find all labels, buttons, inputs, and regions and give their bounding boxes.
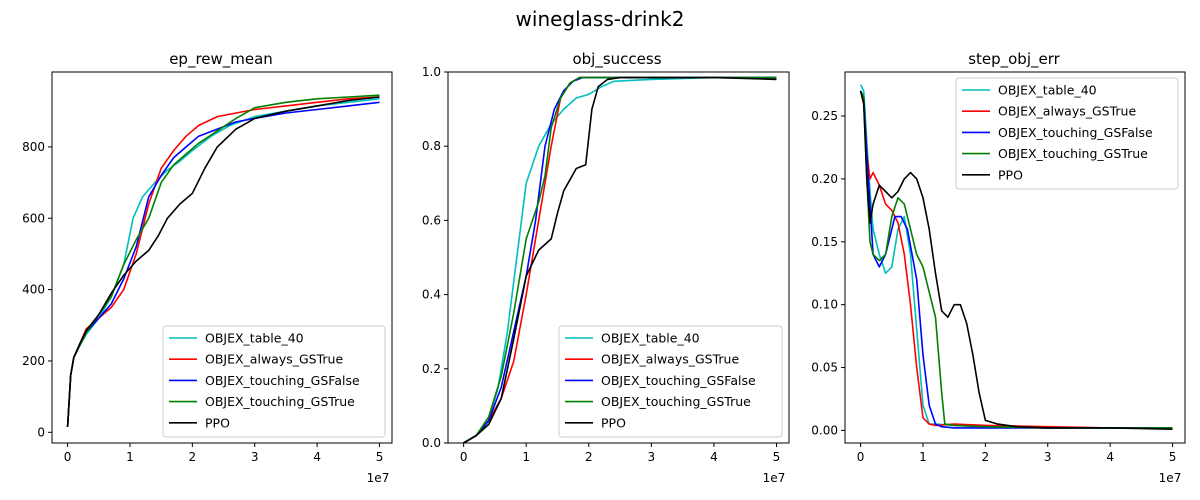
y-tick-label: 200	[22, 354, 45, 368]
legend-box	[955, 77, 1179, 190]
x-tick-label: 3	[251, 450, 259, 464]
y-tick-label: 0.20	[811, 172, 838, 186]
legend-label: OBJEX_table_40	[205, 331, 304, 346]
axes-frame	[844, 71, 1186, 444]
subplot-title: ep_rew_mean	[169, 50, 273, 69]
legend: OBJEX_table_40 OBJEX_always_GSTrue OBJEX_t…	[955, 77, 1179, 190]
legend: OBJEX_table_40 OBJEX_always_GSTrue OBJEX_t…	[558, 325, 783, 438]
legend: OBJEX_table_40 OBJEX_always_GSTrue OBJEX_t…	[162, 325, 386, 438]
subplot-title: obj_success	[572, 50, 661, 69]
x-tick-label: 4	[313, 450, 321, 464]
legend-label: OBJEX_touching_GSFalse	[601, 373, 756, 388]
y-tick-label: 1.0	[422, 65, 441, 79]
y-tick-label: 400	[22, 283, 45, 297]
legend-label: PPO	[998, 167, 1023, 182]
legend-box	[162, 325, 386, 438]
series-line	[859, 90, 1173, 429]
y-tick-label: 0	[37, 425, 45, 439]
x-tick-label: 1	[126, 450, 134, 464]
x-offset-label: 1e7	[367, 471, 390, 485]
x-tick-label: 3	[648, 450, 656, 464]
x-tick-label: 5	[773, 450, 781, 464]
axes-frame	[51, 71, 393, 444]
y-tick-label: 0.10	[811, 298, 838, 312]
y-tick-label: 0.00	[811, 423, 838, 437]
x-tick-label: 0	[460, 450, 468, 464]
subplot-obj-success: obj_success 0 1 2 3 4 5 0.0 0.2 0.4 0.6 0.8 1.0 OBJE…	[422, 50, 790, 485]
subplot-ep-rew-mean: ep_rew_mean 0 1 2 3 4 5 0 200 400 600 800 OBJEX_tab…	[22, 50, 393, 485]
legend-label: OBJEX_always_GSTrue	[998, 104, 1136, 119]
x-tick-label: 2	[189, 450, 197, 464]
x-tick-label: 2	[982, 450, 990, 464]
y-tick-label: 0.8	[422, 139, 441, 153]
x-offset-label: 1e7	[763, 471, 786, 485]
legend-label: PPO	[601, 415, 626, 430]
plot-area: 0 1 2 3 4 50.00.20.40.60.81.0OBJEX_table_40OB…	[422, 65, 790, 464]
legend-label: OBJEX_table_40	[601, 331, 700, 346]
y-tick-label: 0.6	[422, 213, 441, 227]
x-tick-label: 4	[710, 450, 718, 464]
y-tick-label: 800	[22, 140, 45, 154]
legend-label: OBJEX_always_GSTrue	[205, 352, 343, 367]
y-tick-label: 0.2	[422, 362, 441, 376]
x-tick-label: 2	[585, 450, 593, 464]
x-tick-label: 5	[376, 450, 384, 464]
legend-label: OBJEX_touching_GSTrue	[601, 394, 751, 409]
y-tick-label: 0.15	[811, 235, 838, 249]
legend-label: OBJEX_touching_GSTrue	[205, 394, 355, 409]
y-tick-label: 600	[22, 211, 45, 225]
x-tick-label: 0	[857, 450, 865, 464]
legend-label: OBJEX_table_40	[998, 83, 1097, 98]
legend-label: PPO	[205, 415, 230, 430]
y-tick-label: 0.25	[811, 109, 838, 123]
axes-frame	[447, 71, 790, 444]
plot-area: 0 1 2 3 4 5 0 200 400 600 800 OBJEX_table_40 OBJEX_a…	[22, 71, 393, 464]
x-tick-label: 4	[1106, 450, 1114, 464]
x-tick-label: 1	[522, 450, 530, 464]
subplot-title: step_obj_err	[968, 50, 1060, 69]
x-tick-label: 5	[1169, 450, 1177, 464]
y-tick-label: 0.05	[811, 361, 838, 375]
series-line	[66, 96, 380, 427]
legend-label: OBJEX_touching_GSFalse	[998, 125, 1153, 140]
figure-title: wineglass-drink2	[516, 7, 685, 31]
series-line	[859, 90, 1173, 430]
x-offset-label: 1e7	[1159, 471, 1182, 485]
y-tick-label: 0.0	[422, 436, 441, 450]
legend-label: OBJEX_touching_GSFalse	[205, 373, 360, 388]
legend-box	[558, 325, 783, 438]
series-line	[859, 90, 1173, 429]
x-tick-label: 1	[919, 450, 927, 464]
legend-label: OBJEX_touching_GSTrue	[998, 146, 1148, 161]
x-tick-label: 3	[1044, 450, 1052, 464]
y-tick-label: 0.4	[422, 288, 441, 302]
subplot-step-obj-err: step_obj_err 0 1 2 3 4 50.000.050.100.150.200…	[811, 50, 1186, 485]
plot-area: 0 1 2 3 4 5 0.00 0.05 0.10 0.15 0.20 0.25 OBJEX_tabl…	[811, 71, 1186, 464]
legend-label: OBJEX_always_GSTrue	[601, 352, 739, 367]
series-line	[463, 76, 777, 443]
x-tick-label: 0	[64, 450, 72, 464]
